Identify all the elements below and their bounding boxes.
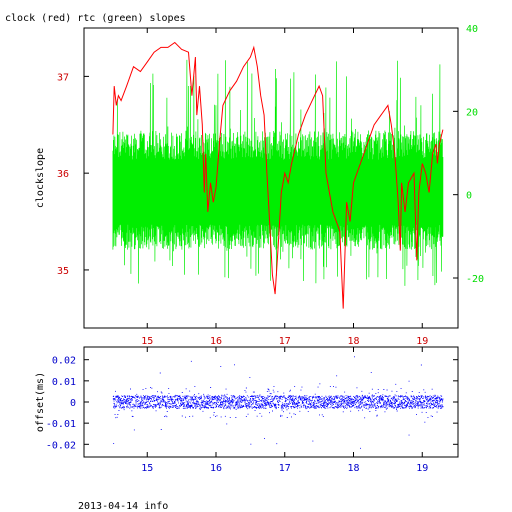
bottom-y-axis-label: offset(ms) xyxy=(35,372,46,432)
bottom-x-tick-label: 17 xyxy=(279,463,291,474)
top-x-axis: 15 16 17 18 19 xyxy=(141,28,428,347)
top-plot-frame xyxy=(83,27,459,329)
top-x-tick-label: 19 xyxy=(416,336,428,347)
clock-slope-line xyxy=(112,41,444,309)
top-left-y-axis: 35 36 37 xyxy=(57,72,89,277)
top-right-y-tick-label: 0 xyxy=(466,191,472,202)
offset-points xyxy=(112,356,444,449)
top-right-y-tick-label: 40 xyxy=(466,24,478,35)
rtc-slope-series xyxy=(112,59,444,286)
footer-date-info: 2013-04-14 info xyxy=(78,501,168,512)
chart-title: clock (red) rtc (green) slopes xyxy=(5,13,186,24)
bottom-x-tick-label: 19 xyxy=(416,463,428,474)
bottom-x-tick-label: 15 xyxy=(141,463,153,474)
bottom-x-tick-label: 18 xyxy=(347,463,359,474)
top-left-y-tick-label: 36 xyxy=(57,169,69,180)
rtc-slope-line xyxy=(112,59,444,286)
top-right-y-tick-label: 20 xyxy=(466,107,478,118)
bottom-y-tick-label: 0.02 xyxy=(52,356,76,367)
top-x-tick-label: 17 xyxy=(279,336,291,347)
bottom-y-tick-label: -0.02 xyxy=(46,440,76,451)
clock-slope-series xyxy=(112,41,444,309)
top-left-y-tick-label: 37 xyxy=(57,72,69,83)
top-x-tick-label: 18 xyxy=(347,336,359,347)
top-right-y-tick-label: -20 xyxy=(466,274,484,285)
bottom-y-tick-label: 0 xyxy=(70,398,76,409)
top-right-y-axis: -20 0 20 40 xyxy=(453,24,484,285)
bottom-y-tick-label: -0.01 xyxy=(46,419,76,430)
bottom-y-tick-label: 0.01 xyxy=(52,377,76,388)
bottom-y-axis: 0.02 0.01 0 -0.01 -0.02 xyxy=(46,356,458,451)
top-x-tick-label: 16 xyxy=(210,336,222,347)
bottom-x-tick-label: 16 xyxy=(210,463,222,474)
top-left-y-tick-label: 35 xyxy=(57,266,69,277)
top-y-axis-label: clockslope xyxy=(35,148,46,208)
top-x-tick-label: 15 xyxy=(141,336,153,347)
bottom-x-axis: 15 16 17 18 19 xyxy=(141,347,428,474)
offset-series xyxy=(112,356,444,449)
